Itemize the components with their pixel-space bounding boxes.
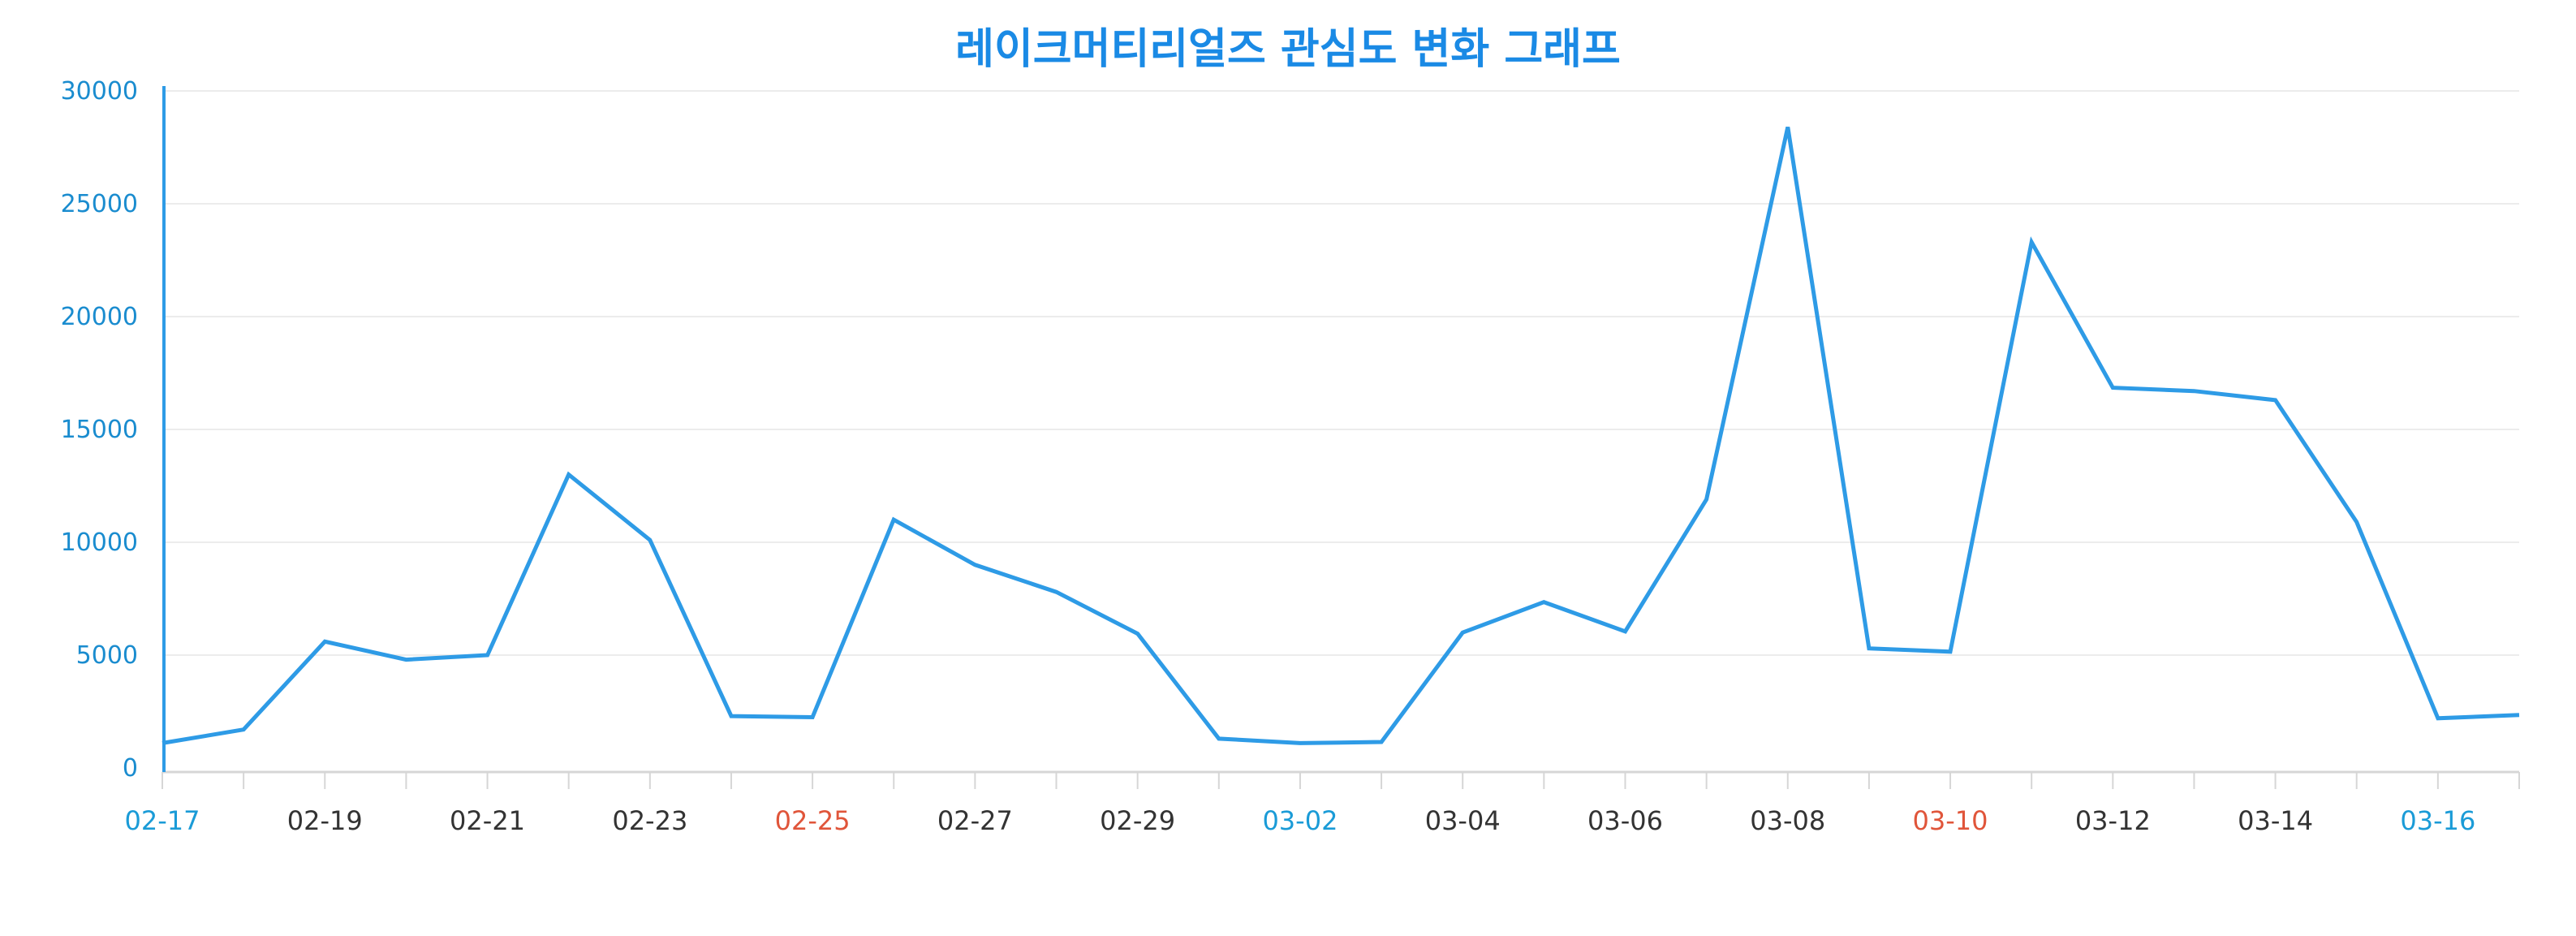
x-tick-label: 02-21 [450, 805, 525, 836]
x-tick-label: 02-25 [775, 805, 851, 836]
y-tick-label: 30000 [61, 77, 138, 106]
x-tick-label: 03-02 [1262, 805, 1338, 836]
series-line [162, 126, 2520, 745]
x-tick-label: 02-27 [937, 805, 1013, 836]
chart-title: 레이크머티리얼즈 관심도 변화 그래프 [955, 25, 1621, 74]
y-tick-label: 15000 [61, 416, 138, 444]
x-tick-label: 02-29 [1100, 805, 1175, 836]
x-tick-label: 03-08 [1750, 805, 1825, 836]
x-tick-label: 03-14 [2238, 805, 2313, 836]
x-tick-label: 02-19 [287, 805, 363, 836]
x-tick-labels: 02-17 02-19 02-21 02-23 02-25 02-27 02-29 03-02… [125, 805, 2476, 836]
x-tick-label: 03-10 [1913, 805, 1988, 836]
x-tick-label: 03-04 [1425, 805, 1501, 836]
x-tick-label: 03-16 [2400, 805, 2475, 836]
axes [162, 86, 2520, 789]
y-tick-label: 0 [123, 754, 138, 783]
y-tick-label: 5000 [76, 641, 138, 670]
x-tick-label: 03-12 [2075, 805, 2151, 836]
series [162, 126, 2520, 745]
y-tick-label: 10000 [61, 528, 138, 557]
grid-lines [162, 90, 2519, 656]
x-tick-label: 02-23 [612, 805, 687, 836]
y-tick-labels: 0 5000 10000 15000 20000 25000 30000 [61, 77, 138, 783]
x-tick-label: 02-17 [125, 805, 200, 836]
y-tick-label: 25000 [61, 190, 138, 218]
x-tick-label: 03-06 [1587, 805, 1663, 836]
y-tick-label: 20000 [61, 303, 138, 331]
